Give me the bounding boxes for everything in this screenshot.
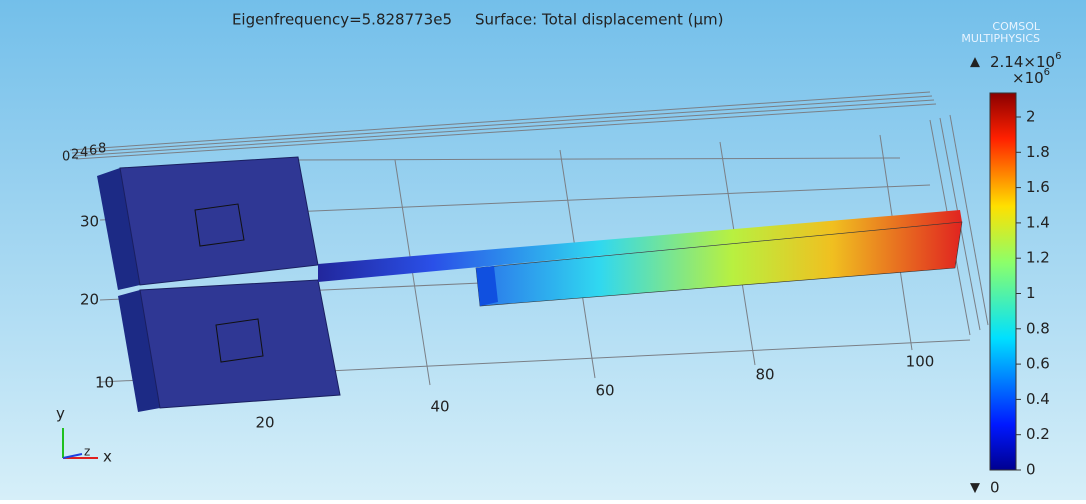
colorbar-tick-label: 0 — [1026, 461, 1036, 479]
triad-x-label: x — [103, 448, 112, 466]
colorbar-tick-label: 1 — [1026, 284, 1036, 302]
multiplier-base: ×10 — [1012, 69, 1044, 87]
eigenfrequency: Eigenfrequency=5.828773e5 — [232, 11, 452, 29]
colorbar-tick-label: 0.4 — [1026, 390, 1050, 408]
triad-y-label: y — [56, 405, 65, 423]
colorbar-scale — [990, 93, 1016, 470]
max-arrow: ▲ — [970, 55, 980, 70]
z-tick-label: 2 — [71, 148, 79, 163]
colorbar-tick-label: 1.2 — [1026, 249, 1050, 267]
x-tick-label: 40 — [430, 398, 449, 416]
y-tick-label: 20 — [80, 291, 99, 309]
min-arrow: ▼ — [970, 481, 980, 496]
logo: MULTIPHYSICS — [961, 32, 1040, 45]
surface-label: Surface: Total displacement (µm) — [475, 11, 723, 29]
colorbar — [990, 93, 1016, 470]
colorbar-tick-label: 2 — [1026, 108, 1036, 126]
triad-z-label: z — [84, 445, 90, 459]
x-tick-label: 100 — [906, 353, 935, 371]
max-exponent: 6 — [1055, 51, 1061, 62]
viewport: Eigenfrequency=5.828773e5 Surface: Total… — [0, 0, 1086, 500]
colorbar-tick-label: 0.8 — [1026, 319, 1050, 337]
x-tick-label: 80 — [755, 366, 774, 384]
z-tick-label: 0 — [62, 150, 70, 165]
y-tick-label: 10 — [95, 374, 114, 392]
x-tick-label: 60 — [595, 382, 614, 400]
y-tick-label: 30 — [80, 213, 99, 231]
z-tick-label: 6 — [89, 144, 97, 159]
multiplier-exponent: 6 — [1044, 67, 1050, 78]
colorbar-tick-label: 1.8 — [1026, 143, 1050, 161]
z-tick-label: 8 — [98, 142, 106, 157]
colorbar-tick-label: 0.6 — [1026, 355, 1050, 373]
colorbar-tick-label: 1.4 — [1026, 213, 1050, 231]
colorbar-tick-label: 0.2 — [1026, 425, 1050, 443]
z-tick-label: 4 — [80, 146, 88, 161]
colorbar-tick-label: 1.6 — [1026, 178, 1050, 196]
colorbar-min: 0 — [990, 479, 1000, 497]
x-tick-label: 20 — [255, 414, 274, 432]
